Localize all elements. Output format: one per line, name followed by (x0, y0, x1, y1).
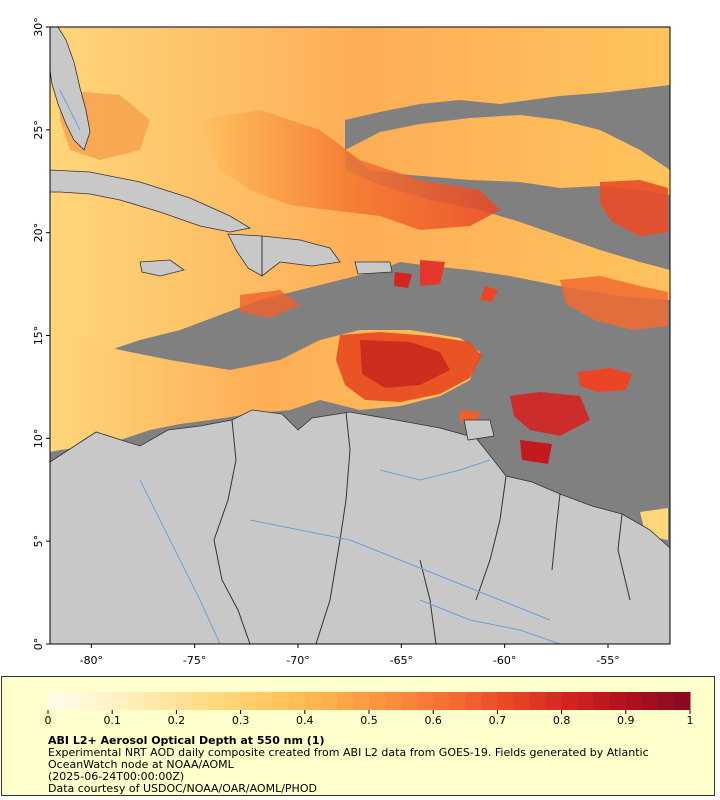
colorbar-cell (224, 692, 242, 710)
latitude-label: 15° (32, 326, 45, 346)
colorbar-tick-label: 0 (45, 714, 52, 727)
colorbar-tick-label: 0.4 (296, 714, 314, 727)
colorbar-cell (208, 692, 226, 710)
colorbar-cell (240, 692, 258, 710)
colorbar-tick-label: 0.7 (489, 714, 507, 727)
colorbar-ticks: 0 0.1 0.2 0.3 0.4 0.5 0.6 0.7 0.8 0.9 1 (45, 710, 694, 727)
colorbar-cell (352, 692, 370, 710)
colorbar-cell (288, 692, 306, 710)
colorbar-cell (401, 692, 418, 710)
colorbar-cell (128, 692, 145, 710)
longitude-label: -80° (80, 654, 103, 665)
colorbar-cell (433, 692, 450, 710)
colorbar-cell (96, 692, 113, 710)
longitude-label: -70° (286, 654, 309, 665)
colorbar-cell (465, 692, 482, 710)
colorbar-cell (64, 692, 81, 710)
colorbar-cell (80, 692, 97, 710)
colorbar-tick-label: 0.1 (103, 714, 121, 727)
colorbar-cell (272, 692, 290, 710)
colorbar-cells (48, 692, 691, 710)
colorbar-cell (513, 692, 530, 710)
legend-date-line: (2025-06-24T00:00:00Z) (48, 770, 185, 783)
colorbar-cell (625, 692, 643, 710)
legend-credit-line: Data courtesy of USDOC/NOAA/OAR/AOML/PHO… (48, 782, 317, 795)
latitude-label: 10° (32, 429, 45, 449)
legend-panel: 0 0.1 0.2 0.3 0.4 0.5 0.6 0.7 0.8 0.9 1 ABI L2+ Ae… (1, 676, 715, 796)
colorbar-cell (577, 692, 595, 710)
legend-description-line: Experimental NRT AOD daily composite cre… (48, 746, 649, 771)
land (50, 27, 670, 644)
colorbar-cell (417, 692, 434, 710)
longitude-label: -55° (596, 654, 619, 665)
colorbar-tick-label: 0.9 (617, 714, 635, 727)
colorbar-cell (657, 692, 675, 710)
colorbar-tick-label: 0.8 (553, 714, 571, 727)
map-area: 30° 25° 20° 15° 10° 5° 0° -80° -75° -70° -65° -60°… (32, 17, 671, 665)
latitude-label: 0° (32, 638, 45, 651)
longitude-label: -65° (390, 654, 413, 665)
aod-map: 30° 25° 20° 15° 10° 5° 0° -80° -75° -70° -65° -60°… (32, 17, 671, 665)
legend-title: ABI L2+ Aerosol Optical Depth at 550 nm … (48, 734, 325, 747)
colorbar-cell (609, 692, 627, 710)
latitude-axis: 30° 25° 20° 15° 10° 5° 0° (32, 17, 50, 650)
colorbar-cell (545, 692, 563, 710)
colorbar-cell (112, 692, 129, 710)
colorbar-cell (641, 692, 659, 710)
colorbar-cell (256, 692, 274, 710)
country-borders (213, 236, 631, 644)
latitude-label: 20° (32, 223, 45, 243)
colorbar: 0 0.1 0.2 0.3 0.4 0.5 0.6 0.7 0.8 0.9 1 (45, 692, 694, 727)
colorbar-cell (144, 692, 161, 710)
colorbar-cell (176, 692, 193, 710)
colorbar-tick-label: 0.6 (424, 714, 442, 727)
colorbar-cell (449, 692, 466, 710)
colorbar-cell (385, 692, 402, 710)
colorbar-cell (160, 692, 177, 710)
longitude-label: -75° (183, 654, 206, 665)
colorbar-cell (481, 692, 498, 710)
longitude-label: -60° (493, 654, 516, 665)
colorbar-cell (529, 692, 547, 710)
longitude-axis: -80° -75° -70° -65° -60° -55° (80, 644, 620, 665)
latitude-label: 30° (32, 17, 45, 37)
colorbar-cell (497, 692, 514, 710)
latitude-label: 5° (32, 535, 45, 548)
legend-description: Experimental NRT AOD daily composite cre… (48, 747, 688, 795)
colorbar-cell (369, 692, 386, 710)
colorbar-cell (673, 692, 691, 710)
rivers (59, 89, 561, 644)
colorbar-tick-label: 0.3 (232, 714, 250, 727)
colorbar-tick-label: 1 (687, 714, 694, 727)
colorbar-cell (48, 692, 65, 710)
colorbar-cell (336, 692, 354, 710)
colorbar-tick-label: 0.2 (168, 714, 186, 727)
colorbar-cell (320, 692, 338, 710)
colorbar-cell (192, 692, 209, 710)
colorbar-cell (304, 692, 322, 710)
colorbar-cell (561, 692, 579, 710)
colorbar-tick-label: 0.5 (360, 714, 378, 727)
colorbar-cell (593, 692, 611, 710)
latitude-label: 25° (32, 120, 45, 140)
